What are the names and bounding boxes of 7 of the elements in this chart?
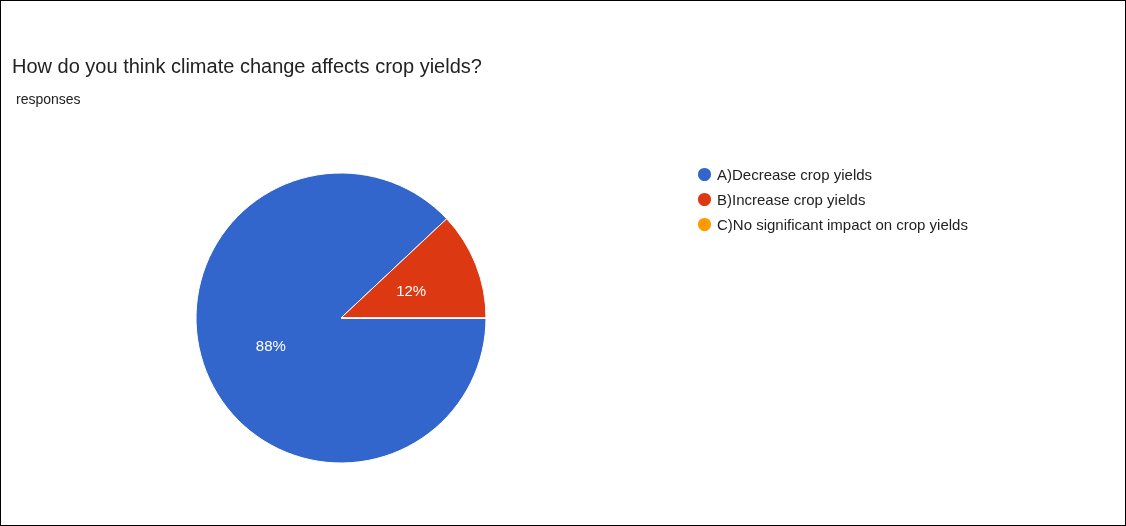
data-label: 88% <box>255 337 286 355</box>
chart-title: How do you think climate change affects crop yields? <box>12 55 482 77</box>
legend-label: A)Decrease crop yields <box>717 166 873 183</box>
text: responses <box>16 91 81 107</box>
legend-label: B)Increase crop yields <box>717 191 866 208</box>
data-label: 12% <box>396 281 427 299</box>
legend-label: C)No significant impact on crop yields <box>717 216 968 233</box>
